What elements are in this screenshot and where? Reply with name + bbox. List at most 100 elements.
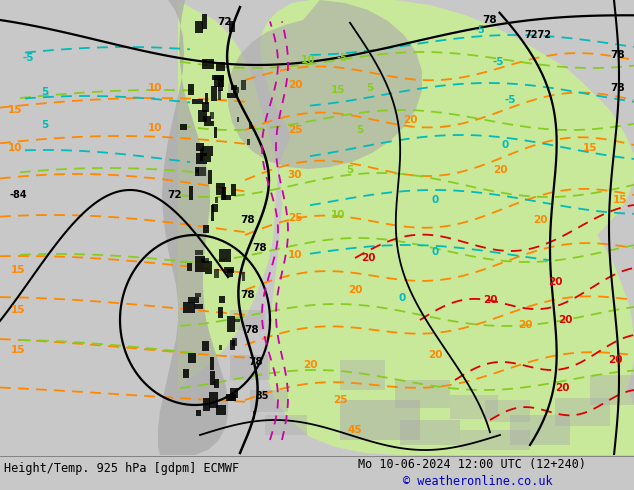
- Bar: [450, 395, 498, 419]
- Text: 20: 20: [558, 315, 573, 325]
- Text: 25: 25: [288, 125, 302, 135]
- Text: 20: 20: [493, 165, 507, 175]
- Bar: [265, 415, 307, 435]
- Bar: [202, 102, 209, 112]
- Bar: [253, 411, 256, 419]
- Text: 15: 15: [11, 265, 25, 275]
- Bar: [210, 358, 214, 370]
- Text: 20: 20: [428, 350, 443, 360]
- Polygon shape: [178, 0, 634, 455]
- Bar: [209, 392, 218, 408]
- Bar: [250, 390, 288, 412]
- Text: 5: 5: [356, 125, 364, 135]
- Bar: [222, 187, 226, 200]
- Bar: [216, 405, 226, 415]
- Bar: [234, 319, 240, 322]
- Bar: [224, 268, 233, 273]
- Text: -5: -5: [337, 53, 347, 63]
- Bar: [218, 90, 221, 99]
- Bar: [196, 143, 204, 151]
- Text: 20: 20: [548, 277, 562, 287]
- Text: 5: 5: [41, 120, 49, 130]
- Text: 10: 10: [331, 210, 346, 220]
- Bar: [188, 297, 199, 303]
- Bar: [198, 110, 207, 122]
- Bar: [195, 256, 205, 272]
- Bar: [180, 124, 187, 130]
- Polygon shape: [415, 335, 634, 455]
- Bar: [233, 87, 238, 93]
- Bar: [207, 156, 211, 162]
- Bar: [205, 262, 212, 274]
- Text: 0: 0: [501, 140, 508, 150]
- Bar: [188, 353, 196, 363]
- Bar: [202, 59, 214, 69]
- Text: 25: 25: [333, 395, 347, 405]
- Bar: [214, 127, 217, 138]
- Bar: [203, 116, 211, 122]
- Text: -5: -5: [22, 53, 34, 63]
- Bar: [227, 269, 233, 277]
- Text: -5: -5: [475, 25, 486, 35]
- Text: 15: 15: [8, 105, 22, 115]
- Text: 45: 45: [347, 425, 362, 435]
- Text: 20: 20: [403, 115, 417, 125]
- Bar: [195, 22, 203, 33]
- Bar: [207, 170, 212, 184]
- Bar: [219, 296, 226, 303]
- Bar: [227, 93, 238, 98]
- Bar: [242, 271, 245, 281]
- Text: Mo 10-06-2024 12:00 UTC (12+240): Mo 10-06-2024 12:00 UTC (12+240): [358, 458, 586, 471]
- Text: 10: 10: [301, 55, 315, 65]
- Text: 20: 20: [303, 360, 317, 370]
- Bar: [249, 122, 252, 129]
- Bar: [188, 84, 194, 95]
- Bar: [195, 293, 200, 297]
- Text: 20: 20: [348, 285, 362, 295]
- Bar: [191, 99, 203, 104]
- Text: 78: 78: [253, 243, 268, 253]
- Bar: [196, 411, 201, 416]
- Bar: [189, 186, 193, 200]
- Text: 15: 15: [11, 305, 25, 315]
- Bar: [400, 420, 460, 445]
- Bar: [228, 317, 235, 332]
- Bar: [202, 258, 209, 263]
- Text: © weatheronline.co.uk: © weatheronline.co.uk: [403, 475, 552, 488]
- Bar: [230, 340, 235, 350]
- Text: -84: -84: [9, 190, 27, 200]
- Bar: [230, 21, 235, 32]
- Text: 30: 30: [288, 170, 302, 180]
- Bar: [212, 75, 224, 80]
- Text: 35: 35: [256, 391, 269, 401]
- Bar: [555, 398, 610, 426]
- Bar: [218, 77, 223, 91]
- Bar: [216, 183, 225, 195]
- Bar: [202, 341, 209, 351]
- Bar: [211, 205, 214, 221]
- Bar: [219, 249, 231, 262]
- Text: 20: 20: [518, 320, 533, 330]
- Bar: [210, 112, 214, 119]
- Bar: [212, 204, 219, 212]
- Bar: [460, 430, 530, 450]
- Text: 25: 25: [288, 213, 302, 223]
- Text: 10: 10: [8, 143, 22, 153]
- Bar: [216, 62, 225, 71]
- Text: 5: 5: [41, 87, 49, 97]
- Text: 20: 20: [555, 383, 569, 393]
- Text: 20: 20: [608, 355, 622, 365]
- Text: 78: 78: [482, 15, 497, 25]
- Bar: [214, 75, 224, 87]
- Bar: [217, 307, 223, 318]
- Bar: [183, 369, 190, 378]
- Bar: [510, 415, 570, 445]
- Bar: [203, 398, 210, 411]
- Text: 7272: 7272: [524, 30, 552, 40]
- Text: 15: 15: [583, 143, 597, 153]
- Bar: [590, 375, 634, 405]
- Text: 15: 15: [612, 195, 627, 205]
- Bar: [214, 269, 219, 278]
- Text: 78: 78: [241, 290, 256, 300]
- Text: 0: 0: [431, 195, 439, 205]
